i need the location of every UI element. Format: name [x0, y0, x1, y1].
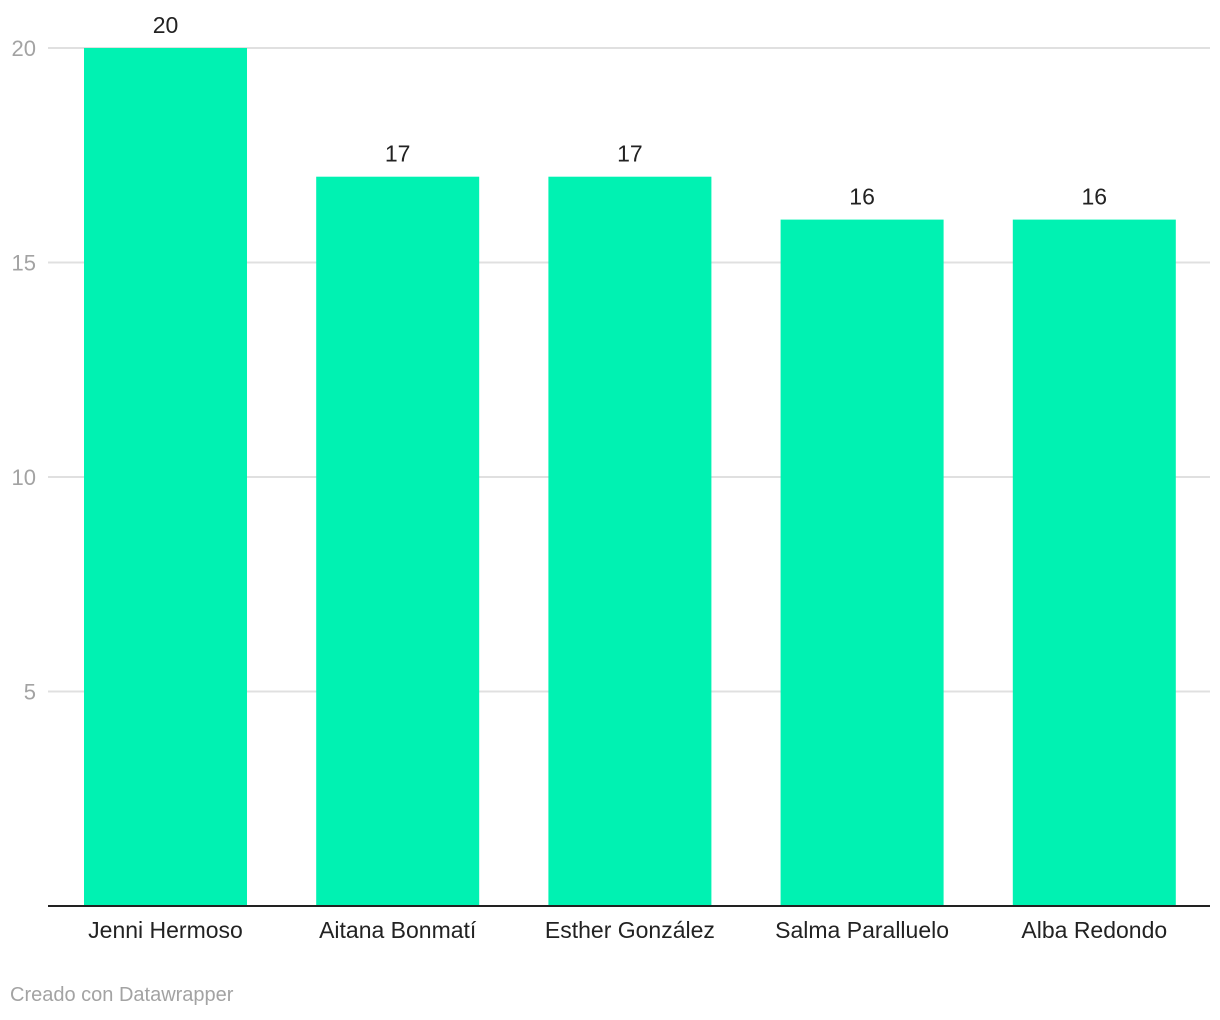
data-label: 17 [617, 141, 643, 167]
x-tick-label: Alba Redondo [1021, 917, 1167, 943]
bar [1012, 219, 1176, 907]
bar [780, 219, 944, 907]
y-tick-label: 10 [12, 465, 36, 490]
data-label: 17 [385, 141, 411, 167]
bar [316, 176, 480, 906]
data-labels: 20 17 17 16 16 [153, 12, 1107, 210]
x-tick-label: Aitana Bonmatí [319, 917, 477, 943]
x-tick-label: Jenni Hermoso [88, 917, 243, 943]
bar [84, 48, 247, 906]
x-axis-tick-labels: Jenni Hermoso Aitana Bonmatí Esther Gonzál… [88, 917, 1167, 943]
data-label: 16 [1082, 184, 1108, 210]
credit-text: Creado con Datawrapper [10, 984, 234, 1006]
bars [84, 48, 1176, 907]
bar [548, 176, 712, 906]
y-tick-label: 5 [24, 680, 36, 705]
x-tick-label: Salma Paralluelo [775, 917, 949, 943]
data-label: 16 [849, 184, 875, 210]
data-label: 20 [153, 12, 179, 38]
y-axis-tick-labels: 5 10 15 20 [12, 36, 36, 705]
y-tick-label: 20 [12, 36, 36, 61]
y-tick-label: 15 [12, 251, 36, 276]
x-tick-label: Esther González [545, 917, 715, 943]
